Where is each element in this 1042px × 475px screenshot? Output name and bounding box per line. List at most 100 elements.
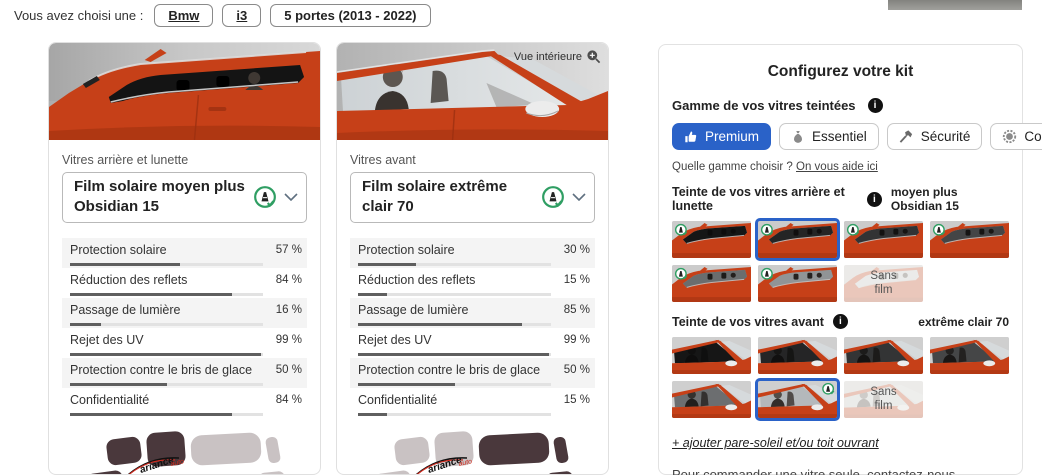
rear-window-label: Vitres arrière et lunette bbox=[62, 153, 189, 167]
rear-car-image bbox=[49, 43, 320, 140]
rear-tint-option-2[interactable] bbox=[755, 218, 840, 261]
gamme-button-premium[interactable]: Premium bbox=[672, 123, 772, 150]
front-tint-option-6[interactable] bbox=[755, 378, 840, 421]
stat-label: Passage de lumière bbox=[70, 302, 181, 317]
stat-progress-bar bbox=[358, 292, 551, 296]
rear-film-select[interactable]: Film solaire moyen plus Obsidian 15 bbox=[62, 172, 307, 223]
stat-progress-bar bbox=[70, 352, 263, 356]
rear-film-selected-value: Film solaire moyen plus Obsidian 15 bbox=[74, 178, 245, 216]
vehicle-chip-5-portes-2013-2022[interactable]: 5 portes (2013 - 2022) bbox=[270, 4, 431, 27]
rear-tint-header: Teinte de vos vitres arrière et lunette … bbox=[672, 185, 1009, 213]
info-icon[interactable]: i bbox=[867, 98, 883, 113]
gamme-button-s-curit[interactable]: Sécurité bbox=[886, 123, 983, 150]
rear-stat-protection-contre-le-bris-de-glace: Protection contre le bris de glace 50 % bbox=[62, 357, 307, 388]
configurator-title: Configurez votre kit bbox=[767, 63, 914, 80]
front-tint-label: Teinte de vos vitres avant bbox=[672, 314, 824, 329]
gamme-header: Gamme de vos vitres teintées i bbox=[672, 98, 1009, 113]
front-film-selected-value: Film solaire extrême clair 70 bbox=[362, 178, 508, 216]
rear-tint-option-none[interactable]: Sans film bbox=[844, 265, 923, 302]
stat-value: 84 % bbox=[275, 393, 302, 406]
info-icon[interactable]: i bbox=[832, 314, 848, 329]
front-tint-option-1[interactable] bbox=[672, 337, 751, 374]
front-kit-diagram: ariance auto bbox=[350, 426, 595, 474]
rear-kit-diagram: ariance auto bbox=[62, 426, 307, 474]
rear-tint-option-1[interactable] bbox=[672, 221, 751, 258]
interior-view-button[interactable]: Vue intérieure bbox=[514, 49, 601, 64]
rear-tint-option-4[interactable] bbox=[930, 221, 1009, 258]
stat-label: Protection contre le bris de glace bbox=[358, 362, 541, 377]
road-legal-badge-icon bbox=[541, 185, 565, 209]
stat-label: Rejet des UV bbox=[70, 332, 144, 347]
stat-label: Confidentialité bbox=[70, 392, 150, 407]
stat-label: Protection contre le bris de glace bbox=[70, 362, 253, 377]
rear-tint-option-5[interactable] bbox=[672, 265, 751, 302]
vehicle-chip-i3[interactable]: i3 bbox=[222, 4, 262, 27]
partial-image-strip bbox=[888, 0, 1022, 10]
contact-link[interactable]: contactez-nous bbox=[867, 467, 956, 475]
rear-selected-tint-name: moyen plus Obsidian 15 bbox=[890, 185, 959, 213]
rear-stat-passage-de-lumi-re: Passage de lumière 16 % bbox=[62, 297, 307, 328]
front-film-select[interactable]: Film solaire extrême clair 70 bbox=[350, 172, 595, 223]
front-car-image: Vue intérieure bbox=[337, 43, 608, 140]
front-tint-option-none[interactable]: Sans film bbox=[844, 381, 923, 418]
stat-value: 50 % bbox=[563, 363, 590, 376]
gamme-label: Gamme de vos vitres teintées bbox=[672, 98, 856, 113]
stat-progress-bar bbox=[358, 382, 551, 386]
stat-progress-bar bbox=[70, 262, 263, 266]
svg-text:auto: auto bbox=[457, 458, 472, 468]
front-stat-confidentialit: Confidentialité 15 % bbox=[350, 388, 595, 418]
stat-label: Protection solaire bbox=[358, 242, 455, 257]
front-windows-panel: Vue intérieure Vitres avant Film solaire… bbox=[336, 42, 609, 475]
gamme-button-label: Essentiel bbox=[812, 129, 867, 144]
front-stat-protection-contre-le-bris-de-glace: Protection contre le bris de glace 50 % bbox=[350, 357, 595, 388]
stat-label: Passage de lumière bbox=[358, 302, 469, 317]
chosen-vehicle-label: Vous avez choisi une : bbox=[14, 8, 144, 23]
front-tint-options: Sans film bbox=[672, 337, 1009, 421]
vehicle-chip-bmw[interactable]: Bmw bbox=[154, 4, 214, 27]
gamme-help: Quelle gamme choisir ? On vous aide ici bbox=[672, 161, 1009, 173]
stat-progress-bar bbox=[358, 412, 551, 416]
stat-value: 30 % bbox=[563, 243, 590, 256]
rear-tint-option-3[interactable] bbox=[844, 221, 923, 258]
color-wheel-icon bbox=[1002, 129, 1017, 144]
front-stat-passage-de-lumi-re: Passage de lumière 85 % bbox=[350, 297, 595, 328]
stat-value: 99 % bbox=[275, 333, 302, 346]
stat-value: 85 % bbox=[563, 303, 590, 316]
info-icon[interactable]: i bbox=[866, 191, 882, 207]
rear-windows-panel: Vitres arrière et lunette Film solaire m… bbox=[48, 42, 321, 475]
front-window-label: Vitres avant bbox=[350, 153, 416, 167]
gamme-button-label: Premium bbox=[705, 129, 760, 144]
vehicle-chips: Bmw i3 5 portes (2013 - 2022) bbox=[154, 4, 431, 27]
stat-progress-bar bbox=[70, 292, 263, 296]
front-tint-option-4[interactable] bbox=[930, 337, 1009, 374]
stat-label: Confidentialité bbox=[358, 392, 438, 407]
front-tint-option-3[interactable] bbox=[844, 337, 923, 374]
sans-film-label: Sans film bbox=[870, 386, 897, 412]
stat-label: Réduction des reflets bbox=[70, 272, 188, 287]
gamme-button-couleur[interactable]: Couleur bbox=[990, 123, 1042, 150]
gamme-button-label: Couleur bbox=[1024, 129, 1042, 144]
front-tint-header: Teinte de vos vitres avant i extrême cla… bbox=[672, 314, 1009, 329]
front-film-stats: Protection solaire 30 % Réduction des refl… bbox=[350, 237, 595, 418]
chevron-down-icon bbox=[284, 193, 298, 202]
front-tint-option-2[interactable] bbox=[758, 337, 837, 374]
add-sunroof-link[interactable]: + ajouter pare-soleil et/ou toit ouvrant bbox=[672, 436, 879, 450]
gamme-button-essentiel[interactable]: Essentiel bbox=[779, 123, 879, 150]
front-stat-protection-solaire: Protection solaire 30 % bbox=[350, 237, 595, 268]
rear-tint-options: Sans film bbox=[672, 218, 1009, 302]
front-stat-r-duction-des-reflets: Réduction des reflets 15 % bbox=[350, 268, 595, 298]
rear-tint-option-6[interactable] bbox=[758, 265, 837, 302]
magnifier-plus-icon bbox=[586, 49, 601, 64]
stat-value: 15 % bbox=[563, 273, 590, 286]
stat-value: 99 % bbox=[563, 333, 590, 346]
money-bag-icon bbox=[791, 130, 805, 144]
rear-stat-protection-solaire: Protection solaire 57 % bbox=[62, 237, 307, 268]
hammer-icon bbox=[899, 129, 914, 144]
front-tint-option-5[interactable] bbox=[672, 381, 751, 418]
svg-text:auto: auto bbox=[169, 458, 184, 468]
gamme-buttons: Premium Essentiel Sécurité Couleur bbox=[672, 123, 1042, 150]
stat-value: 50 % bbox=[275, 363, 302, 376]
gamme-button-label: Sécurité bbox=[920, 129, 971, 144]
gamme-help-link[interactable]: On vous aide ici bbox=[796, 161, 878, 173]
